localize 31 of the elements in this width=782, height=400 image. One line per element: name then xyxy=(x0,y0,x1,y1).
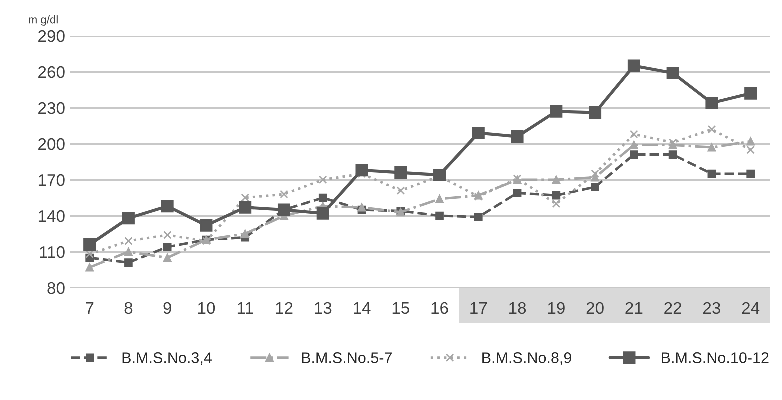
y-tick-label: 170 xyxy=(38,174,65,186)
x-tick-label: 9 xyxy=(164,302,172,314)
legend-label: B.M.S.No.3,4 xyxy=(122,352,212,366)
x-tick-label: 22 xyxy=(664,302,682,314)
y-tick-label: 80 xyxy=(48,282,65,294)
x-tick-label: 21 xyxy=(626,302,643,314)
x-tick-label: 11 xyxy=(238,302,254,314)
x-tick-label: 12 xyxy=(276,302,293,314)
y-tick-label: 140 xyxy=(38,210,65,222)
legend-label: B.M.S.No.8,9 xyxy=(482,352,572,366)
x-tick-label: 23 xyxy=(704,302,720,314)
x-tick-label: 10 xyxy=(198,302,216,314)
legend-label: B.M.S.No.10-12 xyxy=(662,352,769,364)
x-tick-label: 13 xyxy=(315,302,332,314)
x-tick-label: 18 xyxy=(510,302,526,314)
x-tick-label: 16 xyxy=(432,302,448,314)
x-tick-label: 14 xyxy=(354,302,371,314)
y-axis-title: m g/dl xyxy=(29,16,58,26)
x-tick-label: 8 xyxy=(124,302,133,314)
y-tick-label: 200 xyxy=(38,138,65,150)
x-tick-label: 15 xyxy=(392,302,410,314)
x-tick-label: 7 xyxy=(86,302,94,314)
y-tick-label: 290 xyxy=(38,30,65,42)
y-tick-label: 110 xyxy=(40,246,65,258)
x-tick-label: 20 xyxy=(586,302,604,314)
x-tick-label: 24 xyxy=(742,302,760,314)
y-tick-label: 230 xyxy=(38,102,65,114)
y-tick-label: 260 xyxy=(38,66,65,78)
x-tick-label: 19 xyxy=(548,302,565,314)
x-tick-label: 17 xyxy=(470,302,488,314)
legend-label: B.M.S.No.5-7 xyxy=(302,352,392,364)
